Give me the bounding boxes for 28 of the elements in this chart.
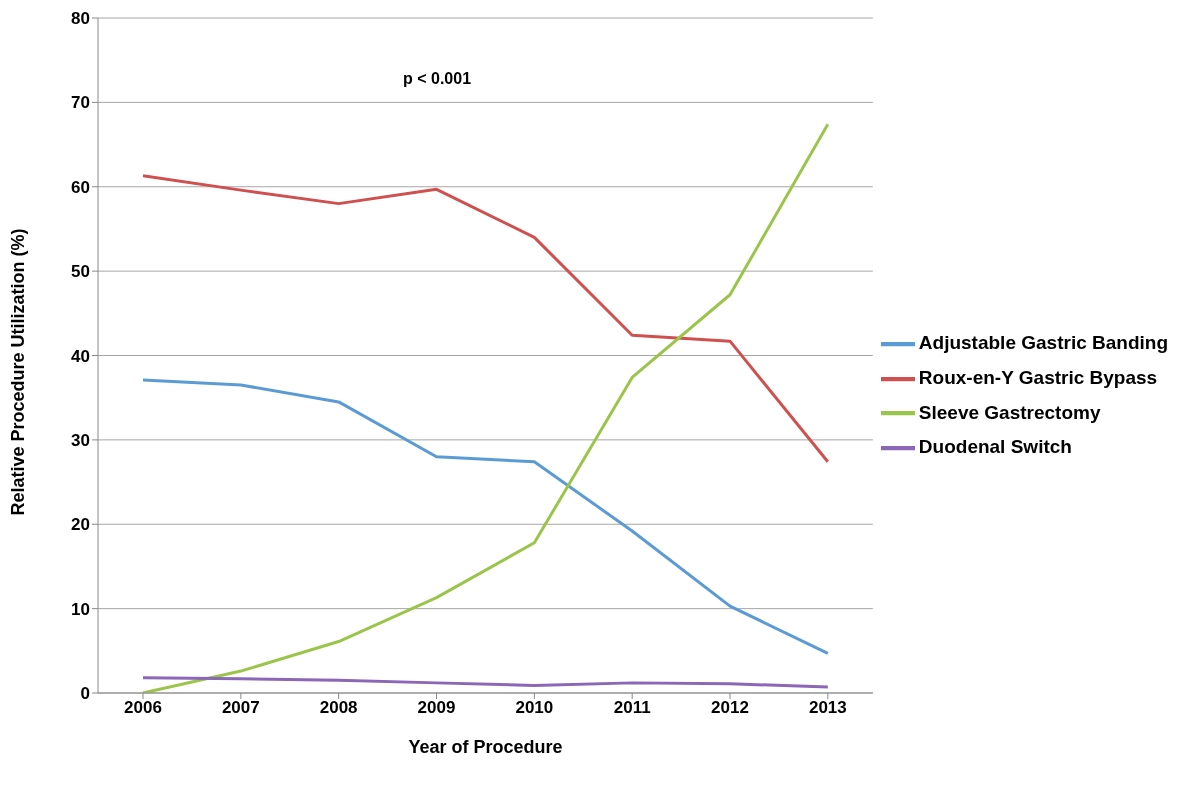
legend-label: Sleeve Gastrectomy [918, 401, 1101, 423]
y-tick-label: 40 [71, 346, 90, 366]
y-tick-label: 10 [71, 599, 90, 619]
line-series [141, 122, 830, 693]
x-tick-label: 2013 [808, 698, 847, 718]
legend-label: Adjustable Gastric Banding [918, 331, 1168, 353]
line-series [141, 174, 830, 464]
legend-label: Duodenal Switch [918, 436, 1072, 458]
y-tick-label: 30 [71, 430, 90, 450]
y-tick-label: 80 [71, 9, 90, 29]
line-series [141, 676, 830, 689]
y-tick-label: 60 [71, 177, 90, 197]
x-axis-title: Year of Procedure [408, 737, 563, 757]
line-series [141, 378, 830, 655]
x-tick-label: 2009 [417, 698, 456, 718]
annotation: p < 0.001 [403, 70, 472, 88]
x-tick-label: 2012 [711, 698, 749, 718]
y-axis-title: Relative Procedure Utilization (%) [8, 228, 29, 516]
y-tick-label: 20 [71, 515, 90, 535]
legend-label: Roux-en-Y Gastric Bypass [918, 366, 1158, 388]
x-tick-label: 2006 [124, 698, 162, 718]
y-tick-label: 70 [71, 93, 90, 113]
y-tick-label: 0 [80, 684, 90, 704]
y-tick-label: 50 [71, 262, 90, 282]
x-tick-label: 2007 [221, 698, 260, 718]
x-tick-label: 2010 [515, 698, 554, 718]
x-tick-label: 2008 [319, 698, 358, 718]
x-tick-label: 2011 [613, 698, 651, 718]
